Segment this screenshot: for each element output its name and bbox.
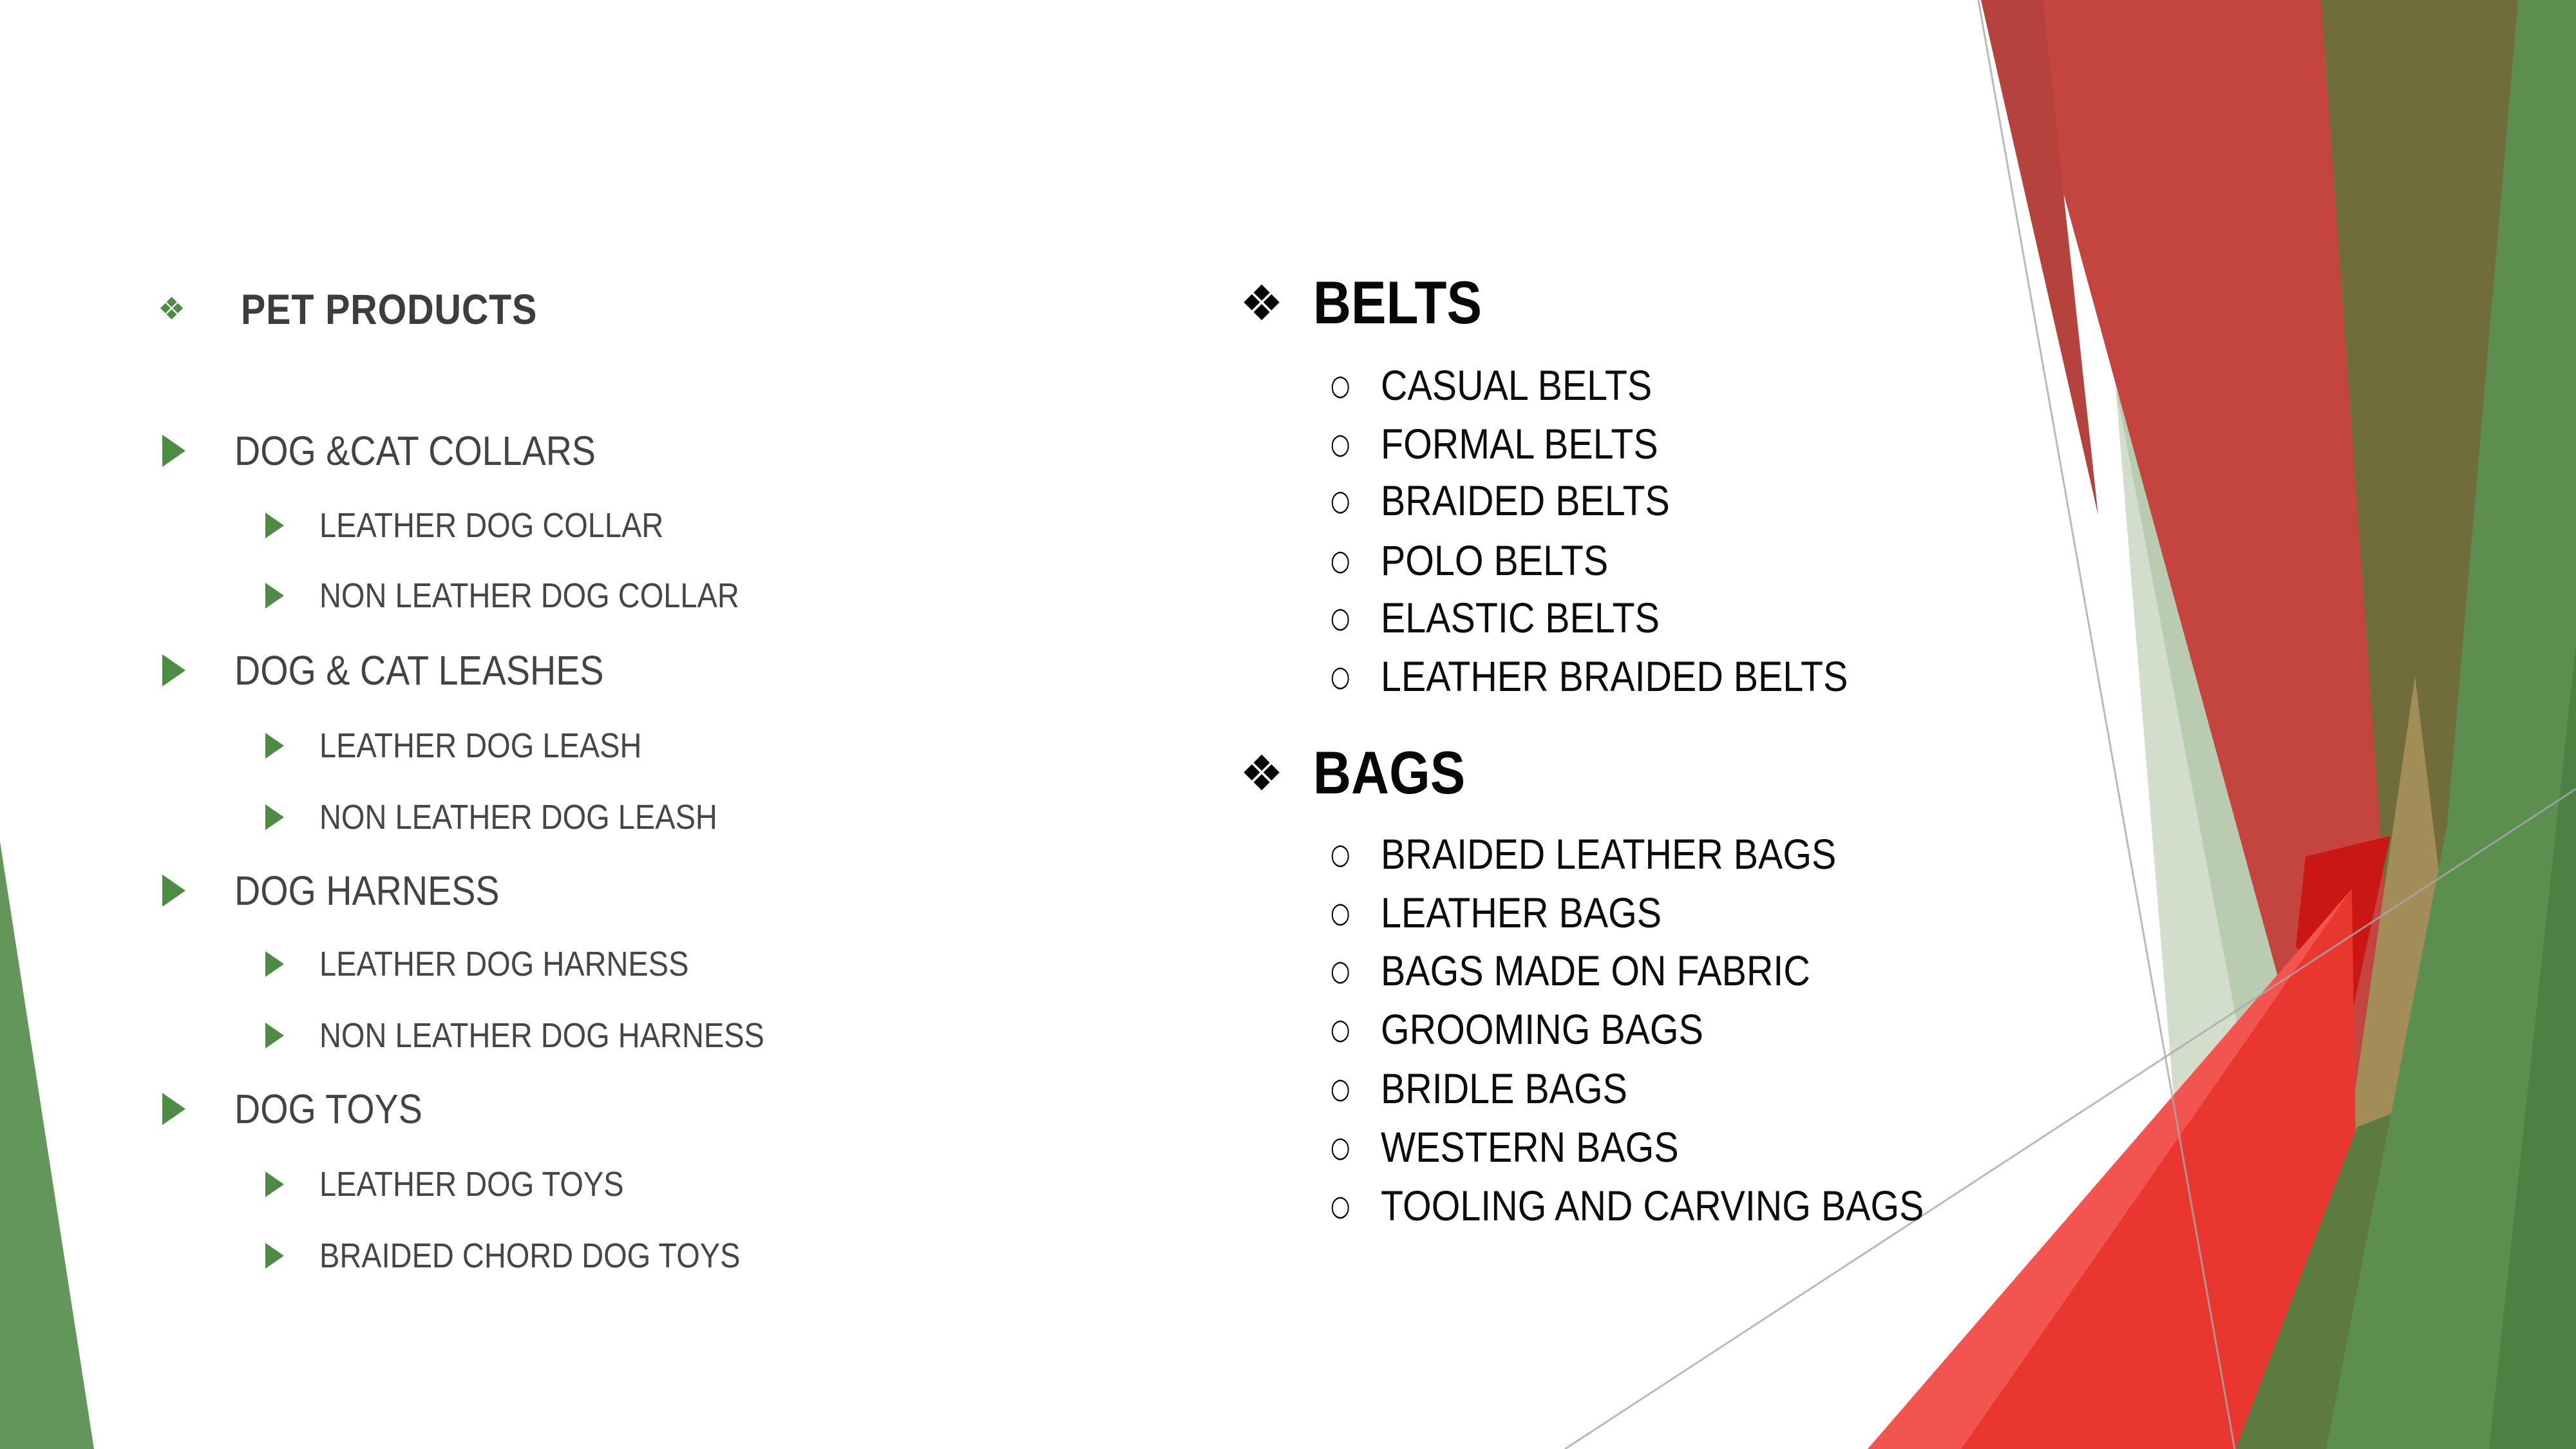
circle-bullet-icon: ○ (1330, 601, 1350, 634)
list-subitem: LEATHER DOG LEASH (265, 714, 690, 778)
decor-green-main-band (2326, 0, 2576, 1449)
circle-bullet-icon: ○ (1330, 1072, 1350, 1105)
list-subitem-label: LEATHER DOG TOYS (319, 1165, 624, 1204)
list-subitem-label: LEATHER DOG COLLAR (319, 506, 664, 545)
triangle-bullet-icon (265, 733, 284, 759)
list-subitem: LEATHER DOG HARNESS (265, 932, 744, 996)
decor-red-bright-light-sliver (1868, 889, 2352, 1449)
list-subitem: NON LEATHER DOG COLLAR (265, 564, 802, 628)
list-subitem-label: NON LEATHER DOG LEASH (319, 798, 717, 837)
decor-red-dark-sliver (1981, 0, 2098, 515)
decor-seam-line-1 (1977, 0, 2236, 1449)
list-item-label: GROOMING BAGS (1381, 1005, 1704, 1053)
list-item-label: LEATHER BAGS (1381, 889, 1662, 936)
list-item-label: BRAIDED LEATHER BAGS (1381, 830, 1837, 878)
list-item-label: WESTERN BAGS (1381, 1123, 1680, 1171)
list-item: ○ ELASTIC BELTS (1328, 588, 1701, 647)
left-title-row: ❖ PET PRODUCTS (158, 267, 582, 351)
triangle-bullet-icon (162, 875, 185, 907)
triangle-bullet-icon (265, 951, 284, 977)
section-title: BELTS (1313, 269, 1482, 336)
section-heading-belts: ❖ BELTS (1240, 258, 1507, 348)
list-subitem: NON LEATHER DOG LEASH (265, 785, 777, 849)
list-item: ○ POLO BELTS (1328, 531, 1642, 590)
list-subitem-label: BRAIDED CHORD DOG TOYS (319, 1236, 741, 1275)
section-heading-bags: ❖ BAGS (1240, 728, 1488, 818)
triangle-bullet-icon (265, 1171, 284, 1197)
list-item-label: DOG &CAT COLLARS (234, 428, 596, 474)
triangle-bullet-icon (162, 1093, 185, 1125)
decor-green-dark-corner (2489, 644, 2576, 1449)
left-column-title: PET PRODUCTS (241, 285, 538, 333)
circle-bullet-icon: ○ (1330, 544, 1350, 577)
decor-seam-line-2 (1564, 788, 2576, 1449)
circle-bullet-icon: ○ (1330, 837, 1350, 871)
list-item-label: ELASTIC BELTS (1381, 594, 1660, 641)
list-item: ○ CASUAL BELTS (1328, 355, 1693, 415)
decor-bottom-left-green-wedge (0, 842, 94, 1449)
list-item: DOG TOYS (162, 1078, 451, 1140)
list-item-label: POLO BELTS (1381, 536, 1609, 584)
list-subitem: LEATHER DOG COLLAR (265, 493, 715, 558)
triangle-bullet-icon (162, 654, 185, 687)
diamond-bullet-icon: ❖ (1240, 744, 1284, 802)
triangle-bullet-icon (265, 804, 284, 830)
section-title: BAGS (1313, 739, 1466, 806)
list-item: ○ LEATHER BAGS (1328, 883, 1704, 942)
list-subitem: BRAIDED CHORD DOG TOYS (265, 1224, 803, 1288)
list-item-label: BRAIDED BELTS (1381, 477, 1671, 524)
list-subitem: NON LEATHER DOG HARNESS (265, 1003, 831, 1068)
list-item: ○ BAGS MADE ON FABRIC (1328, 941, 1875, 1000)
list-item: ○ FORMAL BELTS (1328, 414, 1700, 473)
list-item: ○ BRIDLE BAGS (1328, 1059, 1665, 1118)
circle-bullet-icon: ○ (1330, 954, 1350, 987)
list-item: ○ LEATHER BRAIDED BELTS (1328, 647, 1918, 706)
triangle-bullet-icon (265, 513, 284, 538)
list-item-label: FORMAL BELTS (1381, 420, 1659, 468)
list-item-label: DOG & CAT LEASHES (234, 647, 604, 694)
list-item: ○ TOOLING AND CARVING BAGS (1328, 1176, 2005, 1235)
list-item: ○ BRAIDED BELTS (1328, 471, 1713, 530)
circle-bullet-icon: ○ (1330, 427, 1350, 460)
list-subitem-label: NON LEATHER DOG COLLAR (319, 576, 739, 615)
list-item-label: BAGS MADE ON FABRIC (1381, 947, 1811, 994)
list-item: DOG &CAT COLLARS (162, 420, 650, 482)
list-subitem-label: NON LEATHER DOG HARNESS (319, 1016, 764, 1055)
list-item-label: LEATHER BRAIDED BELTS (1381, 652, 1848, 700)
list-item-label: DOG TOYS (234, 1086, 422, 1132)
triangle-bullet-icon (265, 1243, 284, 1269)
list-subitem: LEATHER DOG TOYS (265, 1152, 669, 1217)
circle-bullet-icon: ○ (1330, 368, 1350, 402)
circle-bullet-icon: ○ (1330, 896, 1350, 929)
list-item: ○ BRAIDED LEATHER BAGS (1328, 824, 1904, 884)
list-subitem-label: LEATHER DOG HARNESS (319, 945, 689, 983)
list-item-label: BRIDLE BAGS (1381, 1065, 1628, 1112)
list-item-label: TOOLING AND CARVING BAGS (1381, 1182, 1924, 1229)
list-subitem-label: LEATHER DOG LEASH (319, 726, 642, 765)
circle-bullet-icon: ○ (1330, 1130, 1350, 1164)
list-item: DOG & CAT LEASHES (162, 639, 659, 701)
list-item-label: DOG HARNESS (234, 867, 500, 914)
list-item-label: CASUAL BELTS (1381, 361, 1653, 409)
triangle-bullet-icon (265, 1023, 284, 1048)
circle-bullet-icon: ○ (1330, 484, 1350, 517)
triangle-bullet-icon (162, 435, 185, 467)
list-item: ○ GROOMING BAGS (1328, 999, 1752, 1059)
diamond-bullet-icon: ❖ (1240, 274, 1284, 332)
diamond-bullet-icon: ❖ (158, 291, 186, 327)
triangle-bullet-icon (265, 583, 284, 609)
list-item: ○ WESTERN BAGS (1328, 1117, 1723, 1177)
circle-bullet-icon: ○ (1330, 1012, 1350, 1046)
circle-bullet-icon: ○ (1330, 1189, 1350, 1222)
decor-red-bright-triangle (1961, 889, 2360, 1449)
list-item: DOG HARNESS (162, 860, 539, 922)
circle-bullet-icon: ○ (1330, 659, 1350, 693)
